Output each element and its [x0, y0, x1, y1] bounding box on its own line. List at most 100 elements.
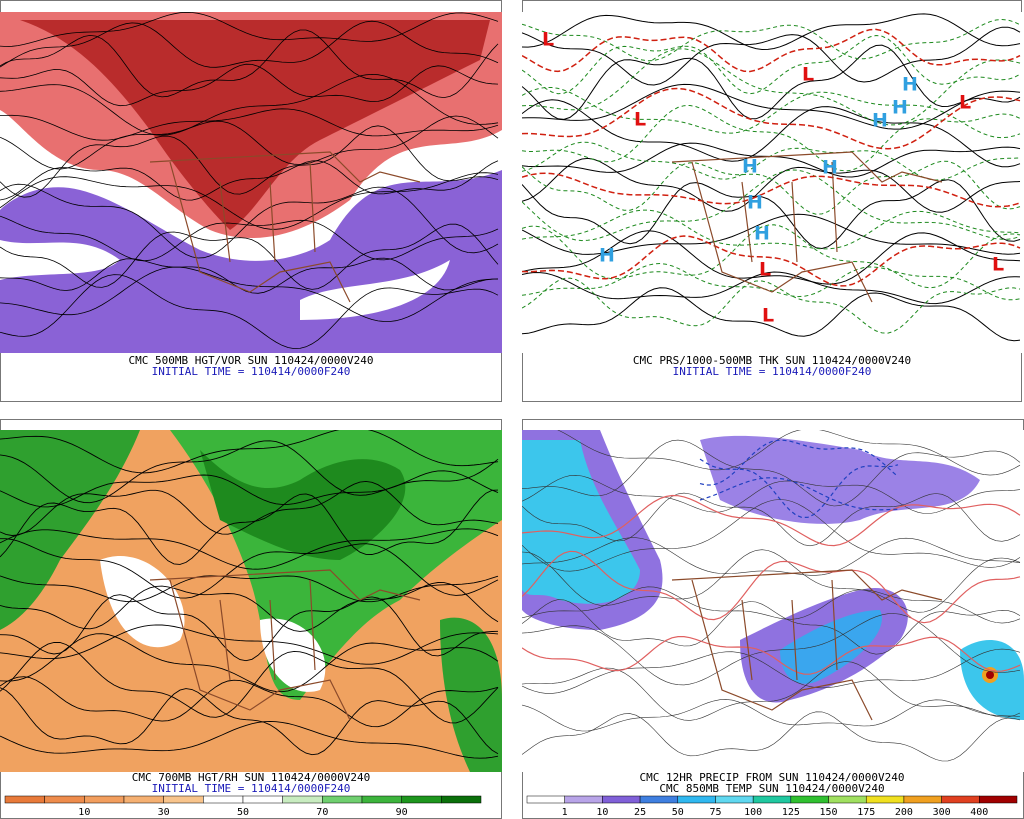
contour — [0, 20, 499, 68]
contour — [522, 87, 1021, 150]
colorbar-swatch — [639, 795, 679, 804]
contour — [522, 160, 1021, 215]
contour — [0, 12, 499, 47]
contour — [522, 439, 1021, 507]
humidity-map — [0, 430, 502, 772]
contour — [0, 223, 499, 290]
contour — [0, 183, 499, 259]
contour — [522, 34, 1021, 95]
colorbar-swatch — [979, 795, 1018, 804]
colorbar-swatch — [865, 795, 905, 804]
contour — [522, 26, 1021, 86]
contour — [0, 538, 499, 599]
contour — [0, 575, 499, 603]
contour — [522, 28, 1021, 73]
colorbar-swatch — [602, 795, 641, 804]
contour — [0, 63, 499, 107]
colorbar-label: 70 — [316, 807, 328, 818]
vorticity-map — [0, 12, 502, 353]
colorbar-label: 200 — [895, 807, 913, 818]
colorbar-label: 30 — [158, 807, 170, 818]
initial-time: INITIAL TIME = 110414/0000F240 — [152, 365, 351, 378]
colorbar-swatch — [361, 795, 402, 804]
contour — [522, 586, 1021, 624]
contour — [522, 83, 1021, 130]
colorbar-swatch — [526, 795, 565, 804]
colorbar-label: 50 — [672, 807, 684, 818]
contour — [522, 224, 1021, 289]
pressure-center: L — [802, 64, 814, 86]
caption: CMC 500MB HGT/VOR SUN 110424/0000V240 — [128, 354, 373, 367]
colorbar-label: 175 — [857, 807, 875, 818]
contour — [0, 641, 499, 724]
contour — [522, 550, 1021, 624]
contour — [0, 582, 499, 632]
contour — [522, 86, 1021, 139]
contour — [522, 499, 1021, 572]
pressure-map — [522, 12, 1022, 353]
contour — [522, 262, 1021, 301]
pressure-center: H — [599, 245, 615, 267]
contour — [0, 489, 499, 565]
contour — [522, 599, 1021, 655]
pressure-center: H — [742, 156, 758, 178]
pressure-center: H — [822, 157, 838, 179]
contour — [522, 179, 1021, 250]
colorbar-swatch — [677, 795, 716, 804]
contour — [0, 73, 499, 136]
colorbar-label: 300 — [933, 807, 951, 818]
colorbar-label: 25 — [634, 807, 646, 818]
contour — [0, 633, 499, 693]
contour — [522, 213, 1021, 255]
colorbar-swatch — [282, 795, 323, 804]
pressure-center: L — [759, 259, 771, 281]
colorbar-swatch — [828, 795, 867, 804]
contour — [0, 160, 499, 201]
colorbar-label: 10 — [596, 807, 608, 818]
contour — [522, 172, 1021, 208]
contour — [522, 636, 1021, 675]
contour — [0, 440, 499, 504]
colorbar-swatch — [441, 795, 482, 804]
contour — [0, 687, 499, 756]
contour — [522, 613, 1021, 686]
colorbar-label: 150 — [820, 807, 838, 818]
contour — [0, 594, 499, 662]
colorbar-label: 1 — [562, 807, 568, 818]
caption: CMC PRS/1000-500MB THK SUN 110424/0000V2… — [633, 354, 911, 367]
contour — [522, 287, 1021, 342]
colorbar-swatch — [401, 795, 442, 804]
contour — [522, 474, 1021, 514]
colorbar-swatch — [322, 795, 363, 804]
contour — [522, 209, 1021, 250]
colorbar-label: 75 — [709, 807, 721, 818]
contour — [0, 720, 499, 759]
border-line — [149, 151, 421, 303]
contour — [522, 277, 1021, 334]
contour — [557, 430, 1021, 476]
colorbar-swatch — [203, 795, 244, 804]
contour — [0, 115, 499, 170]
contour — [522, 44, 1021, 120]
caption: CMC 12HR PRECIP FROM SUN 110424/0000V240 — [640, 771, 905, 784]
colorbar-swatch — [790, 795, 829, 804]
contour — [0, 676, 499, 728]
contour — [0, 108, 499, 141]
colorbar-swatch — [752, 795, 792, 804]
contour — [699, 477, 899, 511]
colorbar-swatch — [84, 795, 125, 804]
contour — [522, 18, 1021, 62]
colorbar-swatch — [564, 795, 603, 804]
contour — [522, 104, 1021, 172]
contour — [522, 230, 1021, 285]
pressure-center: L — [634, 109, 646, 131]
colorbar-label: 125 — [782, 807, 800, 818]
pressure-center: H — [902, 74, 918, 96]
colorbar-label: 400 — [970, 807, 988, 818]
border-line — [671, 151, 943, 303]
contour — [522, 235, 1021, 287]
contour — [0, 29, 499, 99]
contour — [0, 274, 499, 350]
rh-colorbar: 10 30 50 70 90 — [4, 795, 482, 818]
